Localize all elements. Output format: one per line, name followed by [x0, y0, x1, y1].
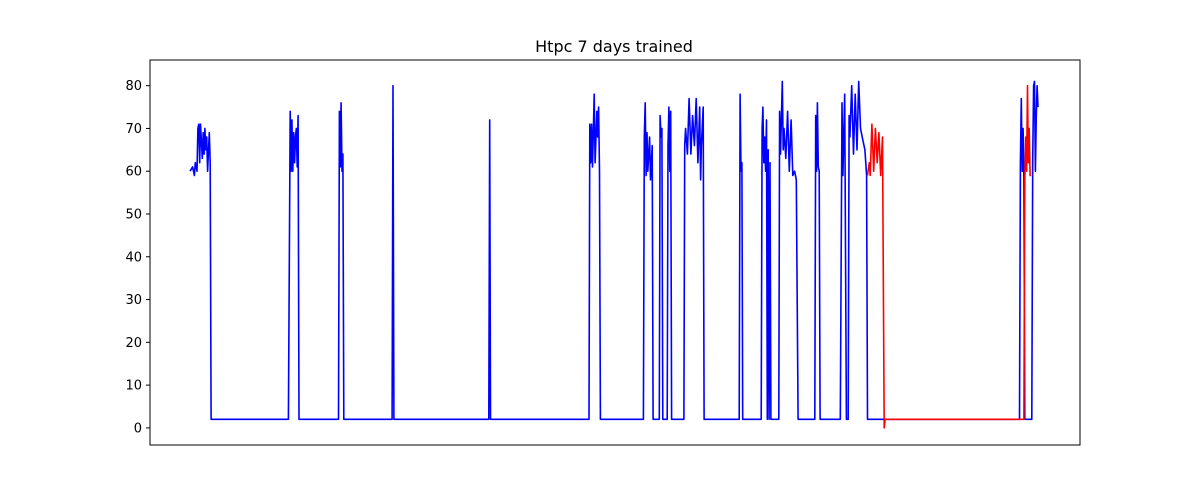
y-tick-label: 50	[125, 208, 142, 223]
y-tick-label: 40	[125, 250, 142, 265]
y-axis: 0 10 20 30 40 50 60 70 80	[125, 79, 150, 436]
y-tick-label: 20	[125, 336, 142, 351]
y-tick-label: 70	[125, 122, 142, 137]
y-tick-label: 80	[125, 79, 142, 94]
plot-area-frame	[149, 59, 1081, 446]
y-tick-label: 0	[134, 421, 142, 436]
y-tick-label: 60	[125, 165, 142, 180]
series-line-blue	[189, 80, 1039, 421]
series-line-red	[866, 84, 1031, 429]
y-tick-label: 30	[125, 293, 142, 308]
y-tick-label: 10	[125, 379, 142, 394]
chart-title: Htpc 7 days trained	[535, 37, 693, 56]
series-layer	[189, 80, 1039, 429]
